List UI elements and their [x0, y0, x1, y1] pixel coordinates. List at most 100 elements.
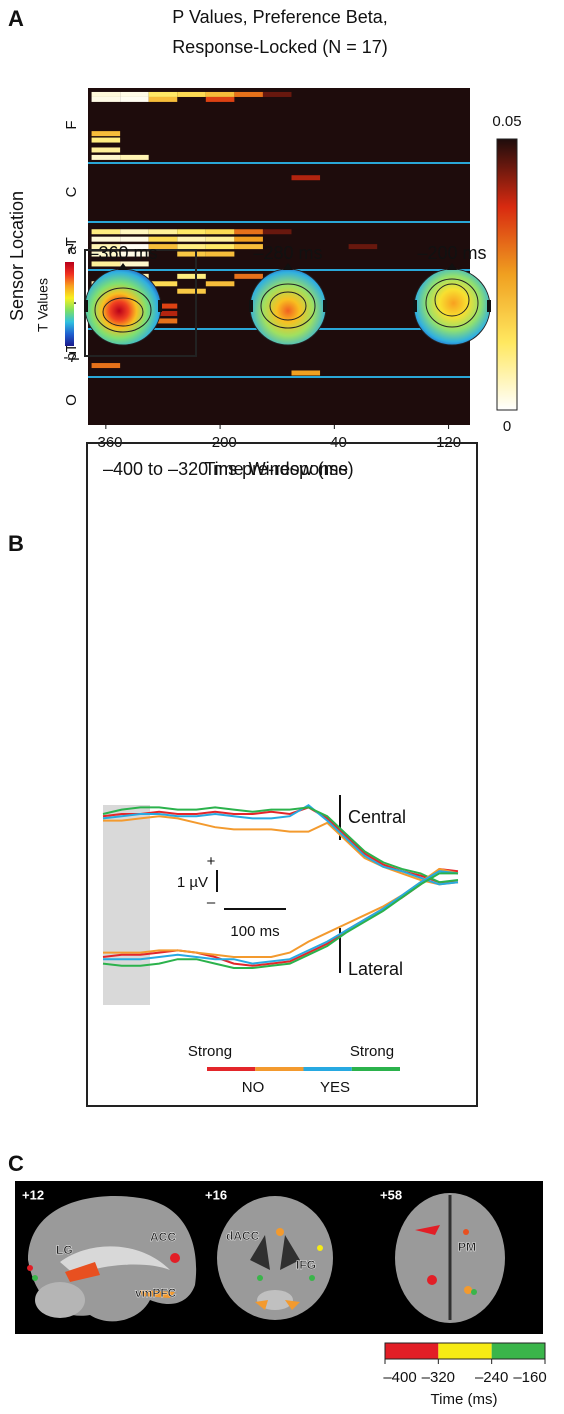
heatmap-cell [148, 311, 178, 317]
waveform-box [86, 442, 478, 1107]
scale-label: – [207, 894, 216, 911]
panel-label: C [8, 1151, 24, 1176]
heatmap-cell [177, 244, 206, 250]
heatmap-cell [120, 154, 149, 160]
legend-label: Strong [188, 1043, 232, 1060]
heatmap-cell [205, 281, 235, 287]
heatmap-cell [177, 229, 206, 235]
waveform-line [102, 806, 459, 884]
y-axis-label: Sensor Location [7, 191, 27, 321]
heatmap-cell [91, 261, 121, 267]
y-tick-label: O [63, 394, 80, 406]
chart-title: P Values, Preference Beta, [172, 7, 387, 27]
colorbar-label: Time (ms) [431, 1391, 498, 1408]
legend-swatch [207, 1067, 256, 1071]
heatmap-cell [291, 370, 321, 376]
heatmap-cell [120, 244, 149, 250]
heatmap-cell [91, 236, 121, 242]
heatmap-cell [148, 303, 178, 309]
heatmap-cell [262, 229, 292, 235]
heatmap-cell [205, 96, 235, 102]
slice-label: +12 [22, 1187, 44, 1202]
heatmap-cell [205, 244, 235, 250]
heatmap-cell [148, 281, 178, 287]
heatmap-cell [205, 251, 235, 257]
heatmap-cell [205, 91, 235, 97]
topomap [249, 263, 327, 346]
heatmap-cell [120, 236, 149, 242]
colorbar-tick-label: –160 [513, 1369, 546, 1386]
heatmap-cell [91, 91, 121, 97]
heatmap-cell [91, 363, 121, 369]
waveform-line [102, 872, 458, 969]
topomap [413, 263, 491, 346]
legend-swatch [351, 1067, 400, 1071]
shaded-window [103, 805, 150, 1005]
heatmap-cell [148, 96, 178, 102]
topomap-panel: T Values –360 ms –280 ms –200 ms 7 -7 [35, 241, 491, 366]
heatmap-cell [262, 91, 292, 97]
heatmap-cell [91, 147, 121, 153]
heatmap-cell [91, 137, 121, 143]
heatmap-cell [234, 91, 263, 97]
legend-swatch [255, 1067, 304, 1071]
waveform-line [103, 867, 459, 958]
heatmap-cell [148, 236, 178, 242]
region-label: dACC [226, 1229, 260, 1243]
heatmap-cell [177, 288, 206, 294]
heatmap-cell [148, 318, 178, 324]
chart-title: –400 to –320 ms pre-response [103, 459, 348, 479]
legend-swatch [303, 1067, 352, 1071]
heatmap-cell [91, 154, 121, 160]
colorbar-tick-label: –400 [383, 1369, 416, 1386]
heatmap-cell [91, 251, 121, 257]
map-label: –280 ms [253, 243, 322, 263]
y-tick-label: pT [63, 343, 80, 361]
waveform-panel: –400 to –320 ms pre-response + 1 µV – 10… [86, 442, 478, 1107]
heatmap-cell [148, 244, 178, 250]
legend-label: Strong [350, 1043, 394, 1060]
heatmap-cell [120, 261, 149, 267]
heatmap-cell [348, 244, 378, 250]
colorbar [65, 262, 74, 346]
region-label: IFG [296, 1258, 316, 1272]
waveform-line [102, 803, 459, 886]
heatmap-panel: P Values, Preference Beta, Response-Lock… [7, 7, 522, 479]
group-label: Central [348, 807, 406, 827]
colorbar-tick-label: 7 [66, 241, 74, 258]
panel-label: B [8, 531, 24, 556]
heatmap-cell [234, 236, 263, 242]
map-label: –360 ms [88, 243, 157, 263]
heatmap-cell [120, 96, 149, 102]
waveform-line [103, 870, 459, 965]
heatmap-cell [205, 229, 235, 235]
map-label: –200 ms [417, 243, 486, 263]
heatmap-cell [120, 251, 149, 257]
legend-label: YES [320, 1079, 350, 1096]
heatmap-cell [120, 91, 149, 97]
region-label: LG [56, 1243, 73, 1257]
colorbar-segment [385, 1343, 439, 1359]
region-label: PM [458, 1240, 476, 1254]
colorbar-label: T Values [35, 278, 51, 332]
colorbar-segment [491, 1343, 545, 1359]
slice-label: +16 [205, 1187, 227, 1202]
y-tick-label: C [63, 186, 80, 197]
heatmap-cell [177, 236, 206, 242]
colorbar-segment [438, 1343, 492, 1359]
region-label: vmPFC [135, 1286, 177, 1300]
y-tick-label: F [63, 120, 80, 129]
heatmap-cell [177, 91, 206, 97]
scale-label: 1 µV [177, 874, 208, 891]
heatmap-cell [234, 244, 263, 250]
topomap [84, 263, 162, 346]
heatmap-cell [91, 131, 121, 137]
x-axis-label: Time Window (ms) [204, 459, 353, 479]
axial-slice [395, 1193, 505, 1323]
coronal-slice [217, 1196, 333, 1320]
group-label: Lateral [348, 959, 403, 979]
legend-label: NO [242, 1079, 265, 1096]
waveform-line [103, 815, 459, 886]
heatmap-cell [177, 251, 206, 257]
